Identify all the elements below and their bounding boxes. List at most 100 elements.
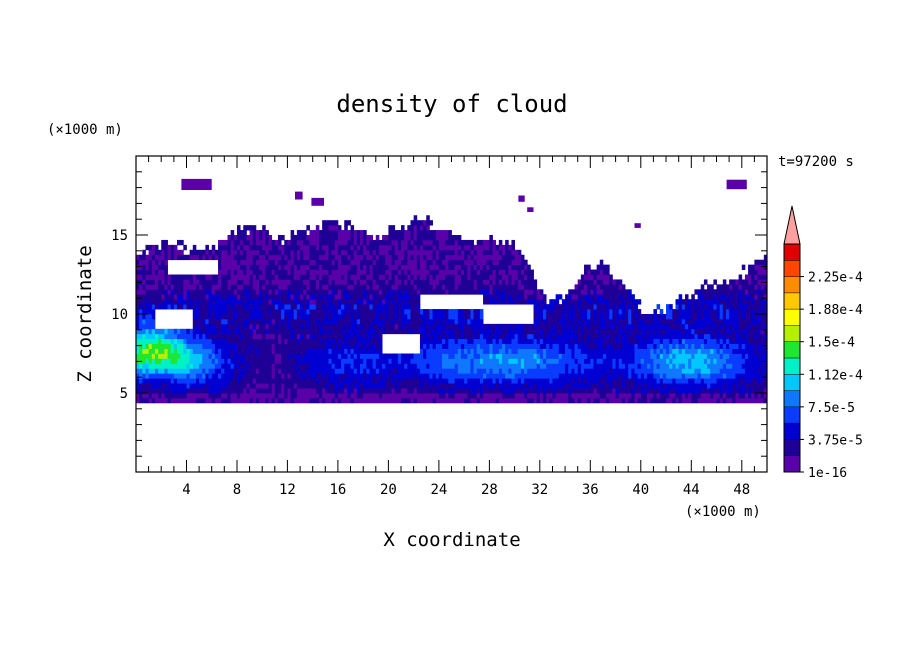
density-cell xyxy=(486,259,493,266)
density-cell xyxy=(565,368,569,374)
colorbar-swatch xyxy=(784,439,800,457)
density-cell xyxy=(615,358,620,364)
density-cell xyxy=(315,378,320,384)
density-cell xyxy=(514,388,525,394)
density-cell xyxy=(763,393,768,399)
density-cell xyxy=(344,289,348,295)
density-cell xyxy=(492,333,500,340)
density-cell xyxy=(170,279,184,285)
density-cell xyxy=(732,304,739,310)
density-cell xyxy=(492,244,497,251)
density-cell xyxy=(432,314,446,320)
density-cell xyxy=(410,239,415,246)
density-cell xyxy=(725,333,736,340)
density-cell xyxy=(356,323,361,330)
density-cell xyxy=(495,338,500,345)
density-cell xyxy=(167,284,172,290)
density-cell xyxy=(760,368,768,374)
density-cell xyxy=(457,239,474,246)
density-cell xyxy=(142,279,146,285)
density-cell xyxy=(647,388,661,394)
density-cell xyxy=(328,383,336,389)
colorbar-swatch xyxy=(784,309,800,326)
density-cell xyxy=(533,318,541,325)
density-cell xyxy=(164,249,168,256)
density-cell xyxy=(691,304,695,310)
density-cell xyxy=(315,225,320,231)
density-cell xyxy=(353,239,358,246)
density-cell xyxy=(757,314,762,320)
density-cell xyxy=(202,358,213,364)
density-cell xyxy=(255,348,260,354)
density-cell xyxy=(470,388,478,394)
density-cell xyxy=(492,368,500,374)
density-cell xyxy=(136,388,140,394)
density-cell xyxy=(568,309,575,315)
density-cell xyxy=(672,343,676,349)
density-cell xyxy=(252,343,273,349)
density-cell xyxy=(300,304,304,310)
density-cell xyxy=(725,309,730,315)
density-cell xyxy=(350,235,355,241)
density-cell xyxy=(164,368,168,374)
density-cell xyxy=(161,244,168,251)
density-cell xyxy=(145,343,150,349)
density-cell xyxy=(271,309,282,315)
density-cell xyxy=(700,348,711,354)
density-cell xyxy=(186,289,191,295)
x-tick-label: 44 xyxy=(683,482,700,498)
density-cell xyxy=(167,383,187,389)
density-cell xyxy=(265,284,279,290)
density-cell xyxy=(170,244,175,251)
density-cell xyxy=(609,309,613,315)
density-cell xyxy=(205,254,209,261)
cloud-patch xyxy=(311,197,324,206)
density-cell xyxy=(142,373,146,379)
density-cell xyxy=(249,274,254,280)
density-cell xyxy=(419,383,424,389)
density-cell xyxy=(536,353,541,359)
density-cell xyxy=(546,314,563,320)
density-cell xyxy=(240,333,244,340)
density-cell xyxy=(186,388,209,394)
density-cell xyxy=(303,239,310,246)
density-cell xyxy=(716,284,730,290)
density-cell xyxy=(438,333,443,340)
density-cell xyxy=(710,314,717,320)
density-cell xyxy=(741,294,746,300)
density-cell xyxy=(716,358,727,364)
density-cell xyxy=(672,348,680,354)
density-cell xyxy=(445,274,456,280)
density-cell xyxy=(375,259,386,266)
density-cell xyxy=(230,397,250,404)
density-cell xyxy=(445,393,449,399)
density-cell xyxy=(719,397,724,404)
density-cell xyxy=(277,259,288,266)
density-cell xyxy=(593,274,598,280)
density-cell xyxy=(331,294,336,300)
density-cell xyxy=(473,264,478,270)
density-cell xyxy=(218,244,232,251)
density-cell xyxy=(757,328,762,335)
density-cell xyxy=(479,264,484,270)
density-cell xyxy=(593,338,604,345)
density-cell xyxy=(142,378,172,384)
density-cell xyxy=(170,378,175,384)
density-cell xyxy=(199,279,219,285)
density-cell xyxy=(637,343,648,349)
density-cell xyxy=(218,239,228,246)
density-cell xyxy=(246,368,257,374)
density-cell xyxy=(738,274,743,280)
density-cell xyxy=(574,304,579,310)
density-cell xyxy=(404,323,421,330)
density-cell xyxy=(391,378,396,384)
density-cell xyxy=(151,269,156,275)
density-cell xyxy=(236,259,241,266)
density-cell xyxy=(164,294,175,300)
density-cell xyxy=(252,304,260,310)
density-cell xyxy=(467,269,471,275)
density-cell xyxy=(524,284,538,290)
density-cell xyxy=(631,328,642,335)
density-cell xyxy=(158,284,165,290)
density-cell xyxy=(460,328,465,335)
